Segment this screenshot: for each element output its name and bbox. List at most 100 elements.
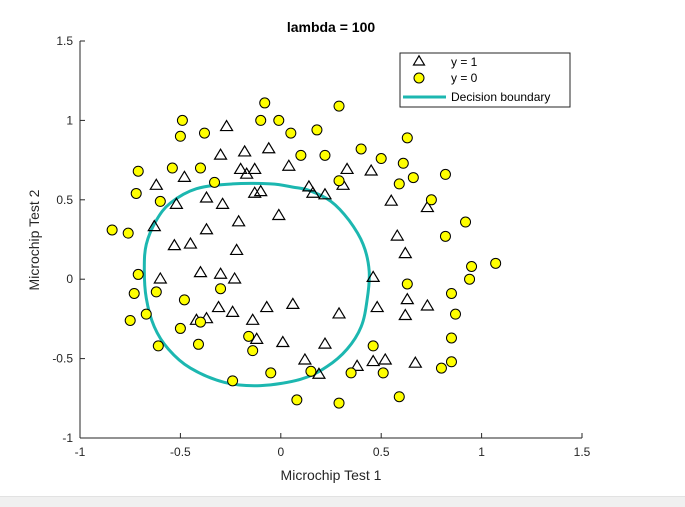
data-point-positive [305, 186, 320, 198]
data-point-negative [194, 162, 206, 174]
data-point-negative [377, 367, 389, 379]
legend-label-negative: y = 0 [451, 71, 478, 85]
data-point-negative [445, 356, 457, 368]
data-point-positive [378, 352, 393, 365]
figure-footer-strip [0, 496, 685, 507]
data-point-positive [340, 162, 355, 175]
data-point-negative [209, 176, 221, 188]
data-point-negative [490, 257, 502, 269]
data-point-positive [239, 167, 254, 179]
data-point-negative [445, 332, 457, 344]
y-tick-label: 0.5 [56, 193, 73, 207]
data-point-positive [370, 300, 385, 313]
data-point-negative [130, 187, 142, 199]
y-tick-label: -1 [62, 431, 73, 445]
x-axis-label: Microchip Test 1 [281, 467, 382, 483]
y-axis-label: Microchip Test 2 [26, 189, 42, 290]
data-point-positive [229, 243, 244, 256]
data-point-positive [400, 292, 415, 305]
data-point-negative [449, 308, 461, 320]
data-point-positive [219, 119, 234, 132]
data-point-positive [275, 335, 290, 348]
data-point-positive [153, 271, 168, 284]
data-point-negative [106, 224, 118, 236]
x-tick-label: 0 [277, 445, 284, 459]
data-point-negative [345, 367, 357, 379]
data-point-negative [460, 216, 472, 228]
data-point-negative [445, 287, 457, 299]
y-tick-label: 1 [66, 113, 73, 127]
data-point-negative [393, 391, 405, 403]
data-point-positive [398, 308, 413, 321]
data-point-positive [420, 298, 435, 311]
data-point-positive [149, 178, 164, 190]
data-point-positive [331, 306, 347, 319]
x-tick-label: 1 [478, 445, 485, 459]
data-point-negative [393, 178, 405, 190]
data-point-positive [231, 214, 246, 227]
boundary-layer [142, 181, 371, 388]
x-tick-label: 0.5 [373, 445, 390, 459]
marker-layer [106, 97, 502, 409]
data-point-positive [225, 305, 240, 317]
data-point-positive [237, 144, 252, 157]
data-point-negative [305, 365, 317, 377]
data-point-negative [333, 397, 345, 409]
data-point-positive [261, 141, 276, 154]
data-point-positive [350, 359, 365, 371]
data-point-positive [213, 267, 228, 279]
data-point-positive [247, 162, 262, 175]
data-point-negative [295, 149, 307, 161]
data-point-negative [265, 367, 277, 379]
data-point-negative [259, 97, 271, 109]
data-point-negative [333, 175, 345, 187]
y-axis-ticks: -1 -0.5 0 0.5 1 1.5 [52, 34, 85, 445]
data-point-negative [247, 345, 259, 357]
x-tick-label: -1 [75, 445, 86, 459]
data-point-positive [317, 336, 333, 349]
data-point-negative [128, 287, 140, 299]
data-point-positive [408, 355, 423, 368]
data-point-positive [215, 197, 230, 209]
data-point-negative [166, 162, 178, 174]
data-point-negative [124, 314, 136, 326]
data-point-negative [355, 143, 367, 155]
data-point-positive [247, 186, 262, 198]
data-point-negative [464, 273, 476, 285]
data-point-negative [192, 338, 204, 350]
data-point-negative [176, 114, 188, 126]
data-point-positive [169, 197, 184, 209]
data-point-negative [178, 294, 190, 306]
data-point-negative [174, 130, 186, 142]
y-tick-label: 1.5 [56, 34, 73, 48]
data-point-negative [140, 308, 152, 320]
data-point-positive [259, 300, 274, 313]
data-point-positive [271, 208, 286, 221]
data-point-positive [366, 354, 381, 367]
data-point-negative [227, 375, 239, 387]
data-point-positive [227, 271, 242, 284]
data-point-positive [213, 147, 228, 160]
legend-circle-icon [413, 72, 425, 84]
data-point-positive [285, 297, 300, 310]
data-point-negative [285, 127, 297, 139]
y-tick-label: 0 [66, 272, 73, 286]
y-tick-label: -0.5 [52, 352, 73, 366]
data-point-negative [198, 127, 210, 139]
data-point-negative [375, 153, 387, 165]
data-point-positive [281, 159, 296, 171]
data-point-positive [245, 313, 260, 325]
data-point-positive [147, 219, 162, 232]
data-point-negative [439, 230, 451, 242]
data-point-negative [401, 132, 413, 144]
data-point-negative [174, 322, 186, 334]
data-point-positive [366, 270, 381, 283]
legend: y = 1 y = 0 Decision boundary [399, 52, 571, 108]
data-point-negative [255, 114, 267, 126]
data-point-negative [333, 100, 345, 112]
data-point-positive [177, 170, 192, 182]
data-point-negative [122, 227, 134, 239]
x-axis-ticks: -1 -0.5 0 0.5 1 1.5 [75, 433, 591, 459]
data-point-negative [367, 340, 379, 352]
chart-title: lambda = 100 [287, 19, 376, 35]
